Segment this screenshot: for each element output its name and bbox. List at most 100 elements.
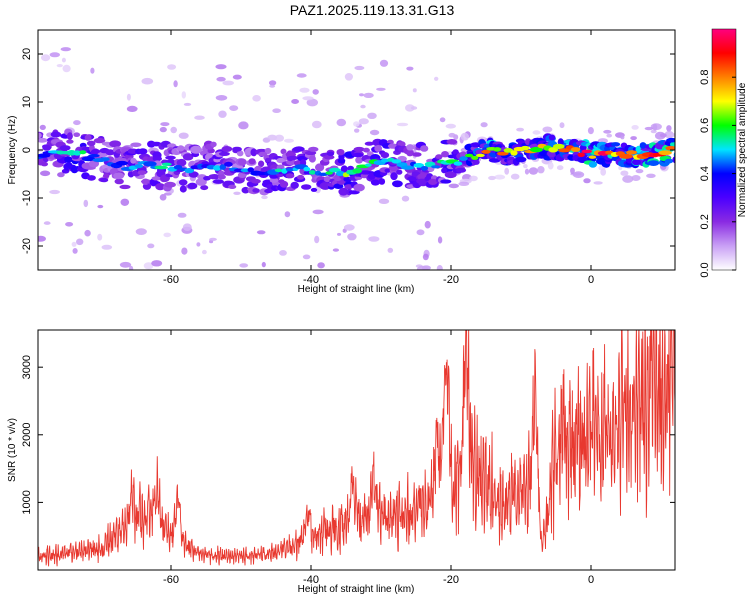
- heatmap-speckle: [360, 104, 366, 109]
- heatmap-speckle: [181, 91, 186, 99]
- heatmap-speckle: [261, 261, 266, 268]
- heatmap-band-cell: [406, 149, 414, 157]
- heatmap-band-cell: [93, 137, 106, 144]
- heatmap-ridge-cell: [134, 164, 144, 169]
- heatmap-ridge-cell: [626, 150, 638, 155]
- snr-frame: [37, 329, 676, 571]
- heatmap-band-cell: [515, 156, 527, 163]
- heatmap-band-cell: [362, 147, 370, 153]
- snr-panel: -60 -40 -20 0 1000 2000 3000 Height of straigh…: [7, 329, 676, 595]
- heatmap-speckle: [222, 80, 234, 86]
- heatmap-ridge-cell: [308, 170, 316, 175]
- heatmap-speckle: [332, 248, 339, 252]
- heatmap-ridge-cell: [285, 168, 295, 172]
- heatmap-band-cell: [248, 158, 256, 165]
- heatmap-band-cell: [264, 188, 273, 194]
- spectrogram-ytick-label: 20: [21, 48, 33, 60]
- heatmap-band-cell: [455, 167, 467, 173]
- heatmap-speckle: [159, 126, 167, 133]
- heatmap-speckle: [635, 169, 644, 174]
- snr-ylabel: SNR (10 * v/v): [7, 418, 18, 482]
- heatmap-speckle: [650, 129, 657, 134]
- heatmap-ridge-cell: [529, 146, 543, 153]
- heatmap-band-cell: [304, 150, 317, 156]
- heatmap-band-cell: [323, 176, 331, 183]
- heatmap-speckle: [401, 195, 410, 202]
- heatmap-speckle: [412, 88, 417, 93]
- heatmap-speckle: [376, 87, 386, 91]
- heatmap-band-cell: [269, 177, 279, 183]
- heatmap-speckle: [460, 132, 469, 141]
- heatmap-band-cell: [151, 176, 163, 181]
- heatmap-ridge-cell: [161, 162, 172, 166]
- heatmap-band-cell: [237, 158, 247, 166]
- heatmap-band-cell: [109, 140, 121, 148]
- heatmap-band-cell: [588, 161, 598, 168]
- heatmap-band-cell: [384, 168, 391, 173]
- heatmap-band-cell: [353, 146, 365, 152]
- heatmap-speckle: [434, 76, 439, 81]
- heatmap-speckle: [233, 191, 241, 195]
- heatmap-band-cell: [130, 157, 137, 164]
- heatmap-speckle: [436, 265, 443, 270]
- heatmap-speckle: [83, 199, 89, 208]
- heatmap-speckle: [494, 174, 506, 180]
- heatmap-speckle: [261, 195, 268, 200]
- heatmap-band-cell: [221, 146, 233, 152]
- spectrogram-ylabel: Frequency (Hz): [7, 116, 18, 185]
- heatmap-speckle: [344, 73, 353, 81]
- heatmap-band-cell: [228, 184, 237, 189]
- heatmap-band-cell: [428, 178, 438, 185]
- heatmap-band-cell: [250, 178, 261, 184]
- heatmap-band-cell: [66, 132, 73, 140]
- heatmap-speckle: [410, 106, 418, 110]
- heatmap-speckle: [448, 183, 459, 189]
- heatmap-speckle: [510, 173, 520, 180]
- heatmap-band-cell: [119, 184, 131, 190]
- heatmap-speckle: [593, 181, 603, 185]
- heatmap-band-cell: [412, 152, 422, 157]
- heatmap-speckle: [72, 248, 78, 254]
- heatmap-speckle: [524, 168, 530, 175]
- heatmap-speckle: [215, 95, 228, 101]
- heatmap-ridge-cell: [73, 150, 82, 156]
- heatmap-speckle: [516, 127, 524, 132]
- heatmap-band-cell: [138, 148, 148, 155]
- snr-xtick-label: -20: [443, 574, 459, 586]
- heatmap-band-cell: [212, 179, 224, 184]
- heatmap-speckle: [528, 167, 539, 175]
- heatmap-speckle: [49, 52, 60, 58]
- heatmap-speckle: [256, 230, 266, 235]
- heatmap-band-cell: [310, 187, 318, 192]
- heatmap-band-cell: [100, 177, 109, 183]
- heatmap-ridge-cell: [240, 168, 250, 173]
- heatmap-speckle: [202, 249, 207, 255]
- heatmap-speckle: [163, 232, 171, 238]
- heatmap-band-cell: [347, 165, 354, 171]
- heatmap-band-cell: [38, 132, 42, 139]
- heatmap-ridge-cell: [431, 165, 441, 169]
- heatmap-band-cell: [418, 181, 428, 187]
- heatmap-speckle: [587, 127, 594, 135]
- heatmap-ridge-cell: [400, 165, 415, 170]
- heatmap-speckle: [177, 212, 187, 218]
- heatmap-band-cell: [336, 149, 345, 156]
- heatmap-speckle: [296, 73, 307, 78]
- heatmap-speckle: [274, 134, 284, 142]
- heatmap-speckle: [279, 250, 287, 256]
- heatmap-ridge-cell: [420, 166, 429, 171]
- heatmap-ridge-cell: [184, 168, 194, 174]
- heatmap-ridge-cell: [154, 165, 168, 170]
- heatmap-speckle: [620, 170, 629, 176]
- heatmap-speckle: [354, 65, 365, 71]
- heatmap-band-cell: [666, 137, 675, 143]
- heatmap-band-cell: [287, 155, 299, 161]
- heatmap-band-cell: [176, 158, 187, 167]
- heatmap-ridge-cell: [219, 164, 226, 170]
- heatmap-speckle: [76, 238, 84, 246]
- heatmap-band-cell: [374, 145, 383, 152]
- heatmap-ridge-cell: [413, 163, 425, 168]
- heatmap-speckle: [559, 122, 565, 129]
- heatmap-band-cell: [472, 159, 480, 165]
- spectrogram-xtick-label: -40: [303, 274, 319, 286]
